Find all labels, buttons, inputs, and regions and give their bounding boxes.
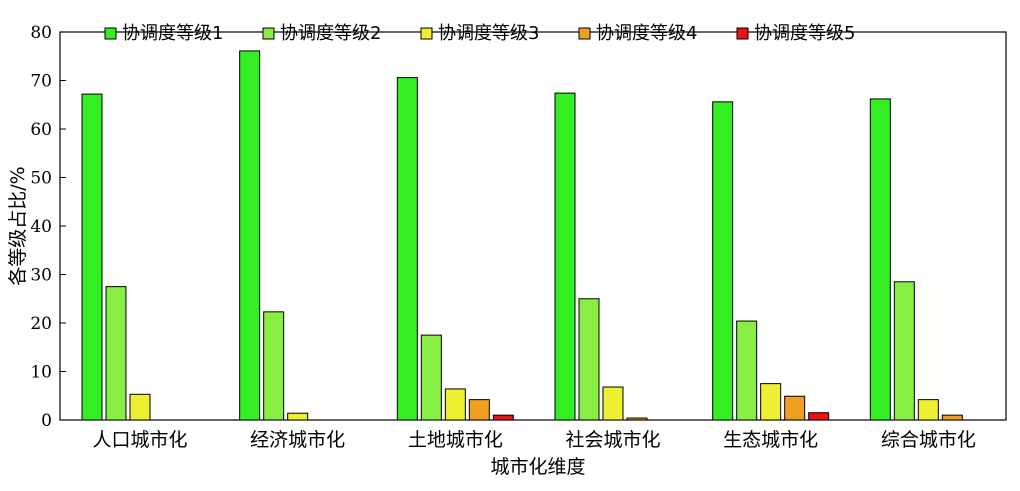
legend-swatch bbox=[104, 27, 117, 40]
y-tick-label: 50 bbox=[30, 169, 52, 189]
y-tick-label: 10 bbox=[30, 363, 52, 383]
bar-3-1 bbox=[129, 393, 151, 421]
x-tick-label: 土地城市化 bbox=[408, 429, 503, 451]
legend-label: 协调度等级5 bbox=[754, 23, 855, 44]
y-tick-label: 20 bbox=[30, 314, 52, 334]
x-tick-label: 生态城市化 bbox=[723, 429, 818, 451]
bar-1-5 bbox=[712, 101, 734, 421]
x-tick-label: 综合城市化 bbox=[881, 429, 976, 451]
bar-1-6 bbox=[869, 98, 891, 421]
x-tick-label: 社会城市化 bbox=[565, 429, 660, 451]
axes bbox=[59, 31, 1007, 421]
labels: 0 10 20 30 40 50 60 70 80 人口城市化 经济城市化 土地城市化 社会城市化 生态城… bbox=[30, 23, 975, 451]
bar-3-3 bbox=[444, 388, 466, 421]
bar-1-3 bbox=[396, 77, 418, 421]
bar-3-4 bbox=[602, 386, 624, 421]
y-axis-title: 各等级占比/% bbox=[7, 166, 29, 285]
bar-5-3 bbox=[492, 414, 514, 421]
legend-label: 协调度等级3 bbox=[438, 23, 539, 44]
legend-label: 协调度等级4 bbox=[596, 23, 697, 44]
legend-swatch bbox=[578, 27, 591, 40]
bar-1-1 bbox=[81, 93, 103, 421]
y-tick-label: 70 bbox=[30, 72, 52, 92]
bar-3-2 bbox=[287, 412, 309, 421]
legend-swatch bbox=[262, 27, 275, 40]
bar-5-5 bbox=[808, 412, 830, 421]
bar-4-5 bbox=[784, 395, 806, 421]
y-tick-label: 30 bbox=[30, 266, 52, 286]
y-tick-label: 80 bbox=[30, 23, 52, 43]
legend-swatch bbox=[736, 27, 749, 40]
bar-2-2 bbox=[263, 311, 285, 421]
bar-2-1 bbox=[105, 286, 127, 421]
bar-4-4 bbox=[626, 417, 648, 421]
bar-4-3 bbox=[468, 399, 490, 421]
bar-3-6 bbox=[917, 399, 939, 421]
bar-2-4 bbox=[578, 298, 600, 421]
bar-3-5 bbox=[760, 383, 782, 421]
legend: 协调度等级1 协调度等级2 协调度等级3 协调度等级4 协调度等级5 bbox=[104, 23, 855, 44]
y-tick-label: 40 bbox=[30, 217, 52, 237]
bar-1-4 bbox=[554, 92, 576, 421]
x-axis-title: 城市化维度 bbox=[490, 456, 585, 478]
legend-label: 协调度等级2 bbox=[280, 23, 381, 44]
x-tick-label: 经济城市化 bbox=[250, 429, 345, 451]
x-tick-label: 人口城市化 bbox=[92, 429, 187, 451]
bar-1-2 bbox=[239, 50, 261, 421]
bar-2-3 bbox=[420, 334, 442, 421]
bar-2-6 bbox=[893, 281, 915, 421]
bar-2-5 bbox=[736, 320, 758, 421]
y-tick-label: 60 bbox=[30, 120, 52, 140]
bar-4-6 bbox=[941, 414, 963, 421]
legend-swatch bbox=[420, 27, 433, 40]
y-tick-label: 0 bbox=[41, 411, 52, 431]
bars bbox=[81, 50, 963, 421]
plot-frame bbox=[59, 31, 1007, 421]
legend-label: 协调度等级1 bbox=[122, 23, 223, 44]
